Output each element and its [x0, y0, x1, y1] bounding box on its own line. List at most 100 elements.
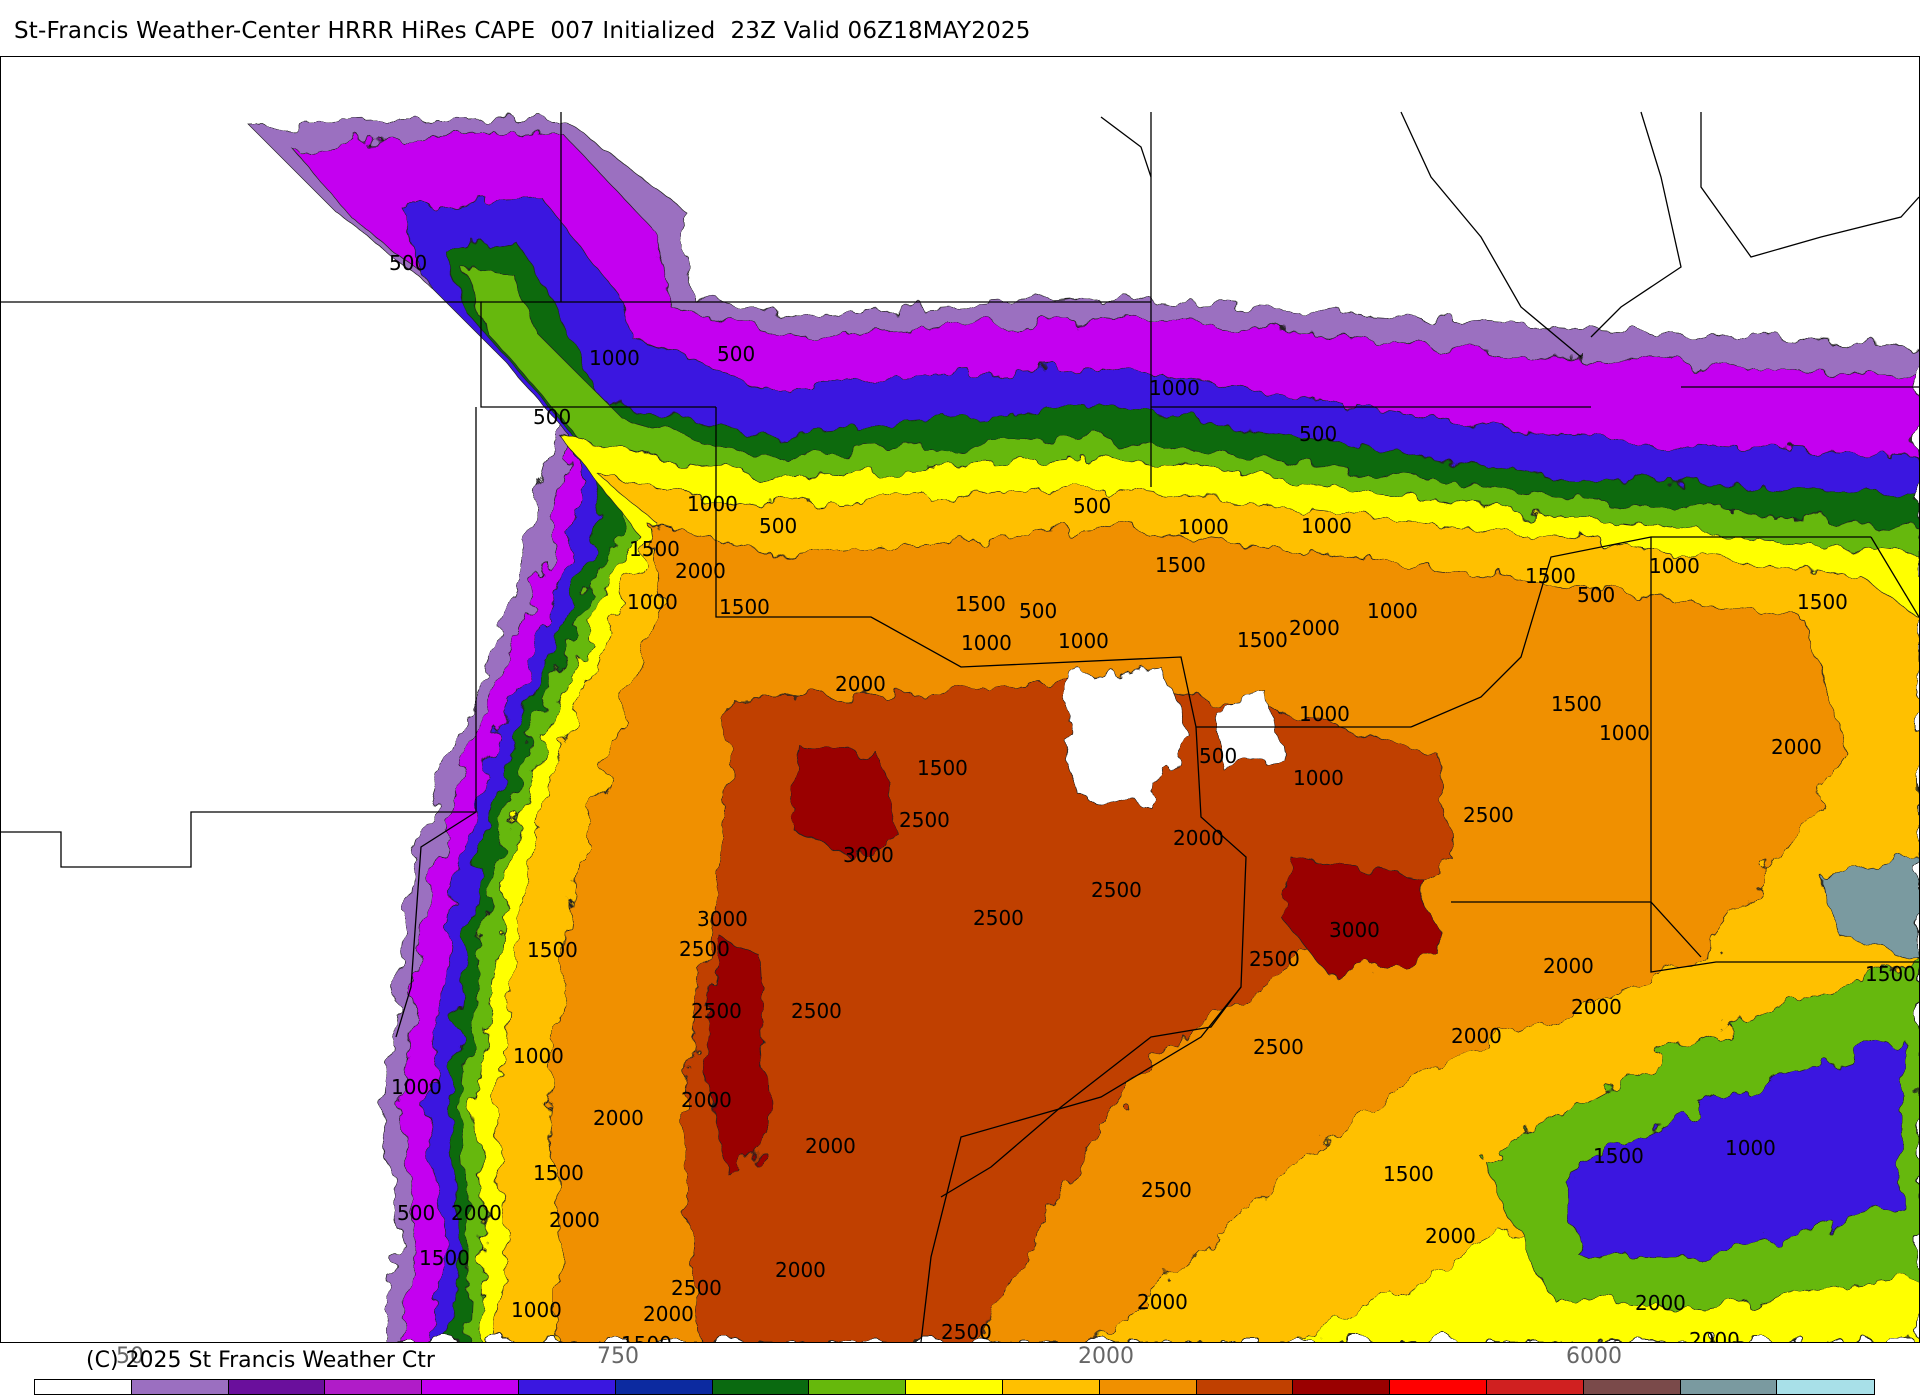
colorbar-tick-label: 750 [597, 1344, 639, 1369]
contour-label: 500 [717, 342, 755, 366]
contour-label: 1500 [1797, 590, 1848, 614]
cape-band-darkred-2 [1280, 856, 1442, 978]
contour-label: 2000 [451, 1201, 502, 1225]
colorbar-swatch [325, 1380, 423, 1394]
colorbar-swatch [1583, 1380, 1681, 1394]
contour-label: 1500 [629, 537, 680, 561]
colorbar-swatch [422, 1380, 519, 1394]
contour-label: 1000 [1599, 721, 1650, 745]
cape-band-blue-southeast [1560, 1036, 1902, 1258]
colorbar-tick-labels: 50 750 2000 6000 [0, 1344, 1920, 1372]
contour-label: 500 [1199, 744, 1237, 768]
contour-label: 2500 [791, 999, 842, 1023]
contour-label: 1500 [1237, 628, 1288, 652]
contour-label: 2000 [1635, 1291, 1686, 1315]
contour-label: 2000 [1771, 735, 1822, 759]
colorbar-swatch [1777, 1380, 1875, 1394]
contour-label: 1500 [419, 1246, 470, 1270]
colorbar-tick-label: 2000 [1078, 1344, 1134, 1369]
colorbar-swatch [712, 1380, 810, 1394]
contour-label: 2000 [775, 1258, 826, 1282]
colorbar-swatch [1196, 1380, 1294, 1394]
contour-label: 2000 [1571, 995, 1622, 1019]
boundary-line [1, 407, 477, 868]
cape-map: 500 1000 500 500 1000 500 1500 2000 1000… [1, 111, 1919, 1342]
contour-label: 2500 [1253, 1035, 1304, 1059]
boundary-line [920, 726, 1247, 1342]
contour-label: 1000 [961, 631, 1012, 655]
contour-label: 1000 [1301, 514, 1352, 538]
contour-label: 3000 [1329, 918, 1380, 942]
contour-label: 1500 [1155, 553, 1206, 577]
boundary-line [1590, 111, 1682, 338]
contour-label: 2500 [691, 999, 742, 1023]
contour-label: 500 [759, 514, 797, 538]
contour-label: 1000 [687, 492, 738, 516]
contour-label: 2500 [1463, 803, 1514, 827]
colorbar-swatch [615, 1380, 713, 1394]
boundary-line [1700, 112, 1919, 258]
contour-label: 2500 [973, 906, 1024, 930]
contour-label: 1500 [1525, 564, 1576, 588]
contour-label: 3000 [697, 907, 748, 931]
contour-label: 1500 [621, 1332, 672, 1342]
contour-label: 1000 [1178, 515, 1229, 539]
contour-label: 1500 [917, 756, 968, 780]
colorbar-swatch [1680, 1380, 1778, 1394]
contour-label: 2000 [1173, 826, 1224, 850]
contour-label: 2500 [1091, 878, 1142, 902]
colorbar-swatch [906, 1380, 1003, 1394]
contour-label: 2500 [1249, 947, 1300, 971]
contour-label: 2500 [941, 1320, 992, 1342]
contour-label: 500 [1299, 422, 1337, 446]
contour-label: 500 [1577, 583, 1615, 607]
contour-label: 2500 [1141, 1178, 1192, 1202]
contour-label: 2000 [675, 559, 726, 583]
contour-label: 1500 [955, 592, 1006, 616]
colorbar-swatch [1099, 1380, 1197, 1394]
contour-label: 2000 [681, 1088, 732, 1112]
copyright-text: (C) 2025 St Francis Weather Ctr [86, 1348, 435, 1373]
state-boundaries [1, 111, 1919, 1342]
colorbar-swatch [35, 1380, 132, 1394]
contour-label: 1500 [1593, 1144, 1644, 1168]
contour-label: 2000 [593, 1106, 644, 1130]
contour-label: 500 [1019, 599, 1057, 623]
contour-label: 1000 [627, 590, 678, 614]
contour-label: 2000 [1543, 954, 1594, 978]
contour-label: 2500 [899, 808, 950, 832]
contour-label: 3000 [843, 843, 894, 867]
colorbar-swatch [1390, 1380, 1487, 1394]
contour-label: 1500 [1383, 1162, 1434, 1186]
contour-label: 500 [533, 405, 571, 429]
contour-labels: 500 1000 500 500 1000 500 1500 2000 1000… [389, 251, 1916, 1342]
contour-label: 1000 [1299, 702, 1350, 726]
cape-fill-field [250, 116, 1919, 1342]
cape-band-darkred-1 [790, 746, 902, 858]
colorbar-swatch [1486, 1380, 1584, 1394]
colorbar-tick-label: 6000 [1566, 1344, 1622, 1369]
contour-label: 1000 [589, 346, 640, 370]
contour-label: 2000 [1425, 1224, 1476, 1248]
cape-band-teal-southeast [1820, 856, 1919, 958]
contour-label: 2000 [1289, 616, 1340, 640]
cape-band-darkred-3 [700, 936, 772, 1178]
contour-label: 1000 [391, 1075, 442, 1099]
boundary-line [940, 986, 1242, 1198]
boundary-line [1650, 537, 1919, 973]
boundary-line [395, 811, 477, 1038]
chart-title: St-Francis Weather-Center HRRR HiRes CAP… [14, 18, 1031, 44]
boundary-line [1870, 536, 1919, 618]
cape-map-panel[interactable]: 500 1000 500 500 1000 500 1500 2000 1000… [0, 56, 1920, 1343]
cape-band-white-1 [1060, 666, 1192, 808]
colorbar-swatch [228, 1380, 326, 1394]
contour-label: 1500 [719, 595, 770, 619]
contour-label: 1500 [1551, 692, 1602, 716]
contour-label: 2000 [549, 1208, 600, 1232]
contour-label: 500 [389, 251, 427, 275]
contour-label: 2500 [671, 1276, 722, 1300]
contour-label: 1500 [1865, 962, 1916, 986]
cape-band-white-2 [1210, 696, 1282, 768]
contour-label: 1000 [513, 1044, 564, 1068]
contour-label: 2000 [1451, 1024, 1502, 1048]
